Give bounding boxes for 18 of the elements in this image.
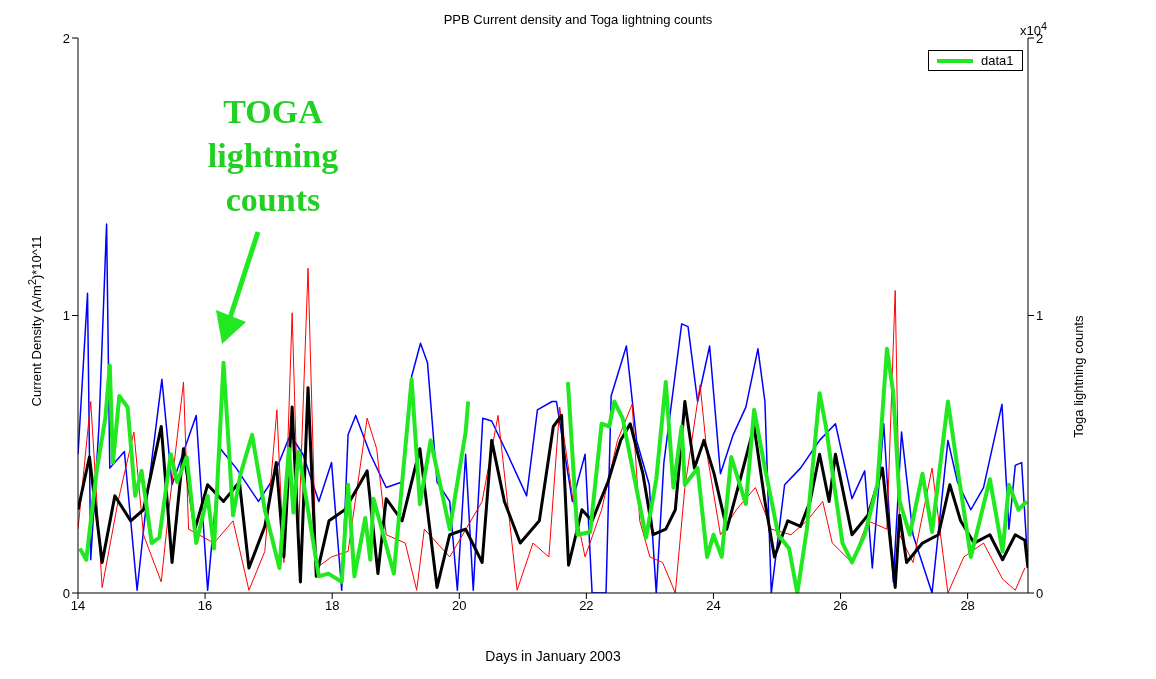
y2-tick-label: 0	[1036, 585, 1044, 601]
y-tick-label: 1	[62, 308, 70, 324]
x-tick-label: 24	[706, 598, 721, 614]
x-tick-label: 28	[960, 598, 975, 614]
annotation: TOGA lightning counts	[206, 92, 340, 220]
x-tick-label: 26	[833, 598, 848, 614]
x-tick-label: 18	[324, 598, 340, 614]
x-tick-label: 14	[70, 598, 86, 614]
x-tick-label: 22	[579, 598, 594, 614]
y2-axis-title: Toga lightning counts	[1070, 315, 1086, 438]
chart-title: PPB Current density and Toga lightning counts	[443, 12, 713, 27]
legend-label: data1	[981, 53, 1014, 68]
y2-tick-label: 1	[1036, 308, 1044, 324]
x-tick-label: 16	[197, 598, 213, 614]
x-tick-label: 20	[452, 598, 467, 614]
y-tick-label: 0	[62, 585, 70, 601]
x-axis-title: Days in January 2003	[485, 648, 621, 664]
y-tick-label: 2	[62, 30, 70, 46]
